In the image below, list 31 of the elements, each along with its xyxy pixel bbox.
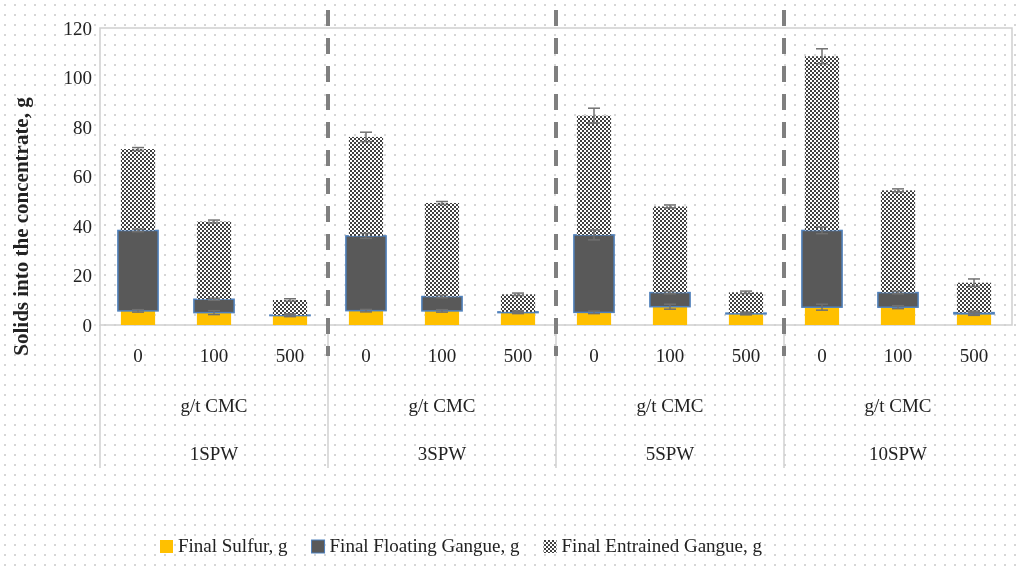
text: 5SPW bbox=[645, 443, 695, 464]
y-axis-title: Solids into the concentrate, g bbox=[9, 96, 33, 356]
y-tick-label: 0 bbox=[82, 314, 92, 336]
x-tick-label: 500 bbox=[731, 345, 761, 366]
y-tick-label: 60 bbox=[73, 166, 92, 188]
y-tick-label: 20 bbox=[73, 265, 92, 287]
x-tick-label: 500 bbox=[959, 345, 989, 366]
y-tick-label: 80 bbox=[73, 116, 92, 138]
text: 10SPW bbox=[868, 443, 928, 464]
x-tick-label: 0 bbox=[361, 345, 371, 366]
legend-label: Final Sulfur, g bbox=[178, 535, 289, 556]
x-tick-label: 500 bbox=[503, 345, 533, 366]
text: g/t CMC bbox=[180, 395, 248, 416]
text: g/t CMC bbox=[864, 395, 932, 416]
x-tick-label: 0 bbox=[133, 345, 143, 366]
x-tick-label: 100 bbox=[427, 345, 457, 366]
x-tick-label: 0 bbox=[589, 345, 599, 366]
text: g/t CMC bbox=[636, 395, 704, 416]
y-tick-label: 120 bbox=[63, 17, 92, 39]
text: 1SPW bbox=[189, 443, 239, 464]
x-tick-label: 100 bbox=[883, 345, 913, 366]
y-tick-label: 40 bbox=[73, 215, 92, 237]
text: 3SPW bbox=[417, 443, 467, 464]
y-tick-label: 100 bbox=[63, 67, 92, 89]
x-tick-label: 0 bbox=[817, 345, 827, 366]
x-tick-label: 100 bbox=[199, 345, 229, 366]
legend-label: Final Entrained Gangue, g bbox=[561, 535, 763, 556]
legend-label: Final Floating Gangue, g bbox=[329, 535, 521, 556]
text: g/t CMC bbox=[408, 395, 476, 416]
x-tick-label: 100 bbox=[655, 345, 685, 366]
x-tick-label: 500 bbox=[275, 345, 305, 366]
